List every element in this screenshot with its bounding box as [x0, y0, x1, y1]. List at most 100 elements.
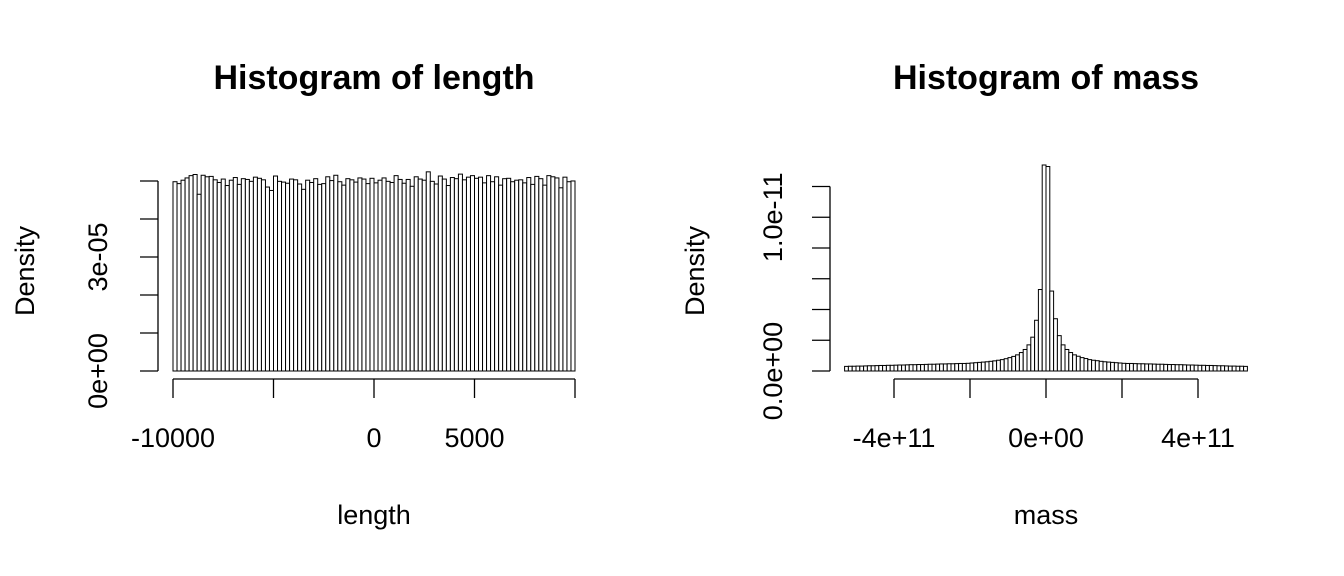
- bar: [212, 179, 218, 372]
- bar: [196, 193, 202, 372]
- bar: [329, 180, 335, 372]
- bar: [1045, 166, 1051, 372]
- bar: [465, 176, 471, 372]
- bar: [996, 359, 1001, 372]
- bar: [482, 182, 488, 372]
- y-tick-label: 0.0e+00: [758, 322, 788, 420]
- bar: [1087, 359, 1093, 372]
- x-tick-label: 0e+00: [1008, 423, 1084, 453]
- bar: [923, 363, 929, 372]
- bar: [236, 183, 242, 372]
- bar: [445, 185, 451, 372]
- bar: [441, 178, 447, 372]
- bar: [1220, 365, 1226, 372]
- bar: [1068, 352, 1074, 372]
- bar: [200, 174, 206, 372]
- bar: [268, 189, 275, 372]
- bar: [506, 177, 512, 372]
- bar: [1011, 355, 1017, 372]
- bar: [889, 364, 895, 372]
- bar: [349, 179, 355, 372]
- bar: [498, 184, 504, 372]
- bar: [1110, 361, 1115, 372]
- bar: [1094, 360, 1100, 372]
- bar: [1197, 364, 1203, 372]
- bar: [514, 179, 520, 372]
- bar: [461, 179, 467, 372]
- bar: [1144, 363, 1150, 372]
- bar: [333, 174, 339, 372]
- bar: [1053, 318, 1058, 372]
- bar: [973, 362, 979, 372]
- bar: [912, 364, 918, 372]
- bar: [927, 363, 933, 372]
- bar: [1201, 364, 1207, 372]
- bar: [939, 363, 944, 372]
- bar: [1072, 354, 1077, 372]
- bar: [305, 179, 311, 372]
- chart-title: Histogram of length: [213, 59, 534, 97]
- bar: [526, 177, 532, 372]
- bar: [1117, 362, 1123, 372]
- bar: [285, 182, 291, 372]
- bar: [377, 179, 383, 372]
- bar: [999, 359, 1005, 372]
- bar: [417, 178, 423, 372]
- bar: [248, 180, 254, 372]
- bar: [1239, 365, 1245, 372]
- bar: [337, 181, 343, 372]
- bar: [518, 179, 524, 372]
- bar: [1022, 348, 1028, 372]
- bar: [1178, 364, 1184, 372]
- bar: [961, 362, 967, 372]
- bar: [977, 361, 982, 372]
- y-axis-label: Density: [10, 225, 40, 316]
- x-tick-label: -4e+11: [853, 423, 936, 453]
- bar: [1113, 362, 1119, 372]
- bar: [1041, 164, 1047, 372]
- bar: [345, 178, 351, 372]
- bar: [240, 178, 246, 372]
- bar: [1151, 363, 1157, 372]
- bar: [1170, 364, 1176, 372]
- bar: [1049, 290, 1055, 372]
- bar: [184, 177, 190, 372]
- bar: [293, 179, 299, 372]
- bar: [942, 363, 948, 372]
- bar: [1224, 365, 1229, 372]
- bar: [474, 177, 480, 372]
- bar: [385, 180, 391, 372]
- bar: [1075, 355, 1081, 372]
- bar: [301, 188, 307, 372]
- bar: [273, 175, 279, 372]
- bar: [1193, 364, 1199, 372]
- bar: [421, 179, 427, 372]
- bar: [341, 184, 347, 372]
- bar: [1243, 365, 1248, 372]
- bar: [530, 183, 536, 372]
- bar: [409, 185, 415, 372]
- bar: [176, 183, 182, 372]
- bar: [866, 365, 872, 372]
- bar: [502, 178, 508, 372]
- bar: [260, 179, 266, 372]
- bar: [437, 175, 443, 372]
- bar: [904, 364, 910, 372]
- bar: [1083, 358, 1089, 372]
- bar: [405, 178, 411, 372]
- bar: [478, 176, 484, 372]
- bar: [958, 362, 963, 372]
- bar: [935, 363, 941, 372]
- bar: [1030, 336, 1036, 372]
- bar: [1034, 319, 1039, 372]
- bar: [1102, 361, 1108, 372]
- bar: [369, 177, 375, 372]
- bar: [1003, 358, 1009, 372]
- bar: [1037, 289, 1043, 372]
- bar: [542, 184, 548, 372]
- chart-title: Histogram of mass: [893, 59, 1199, 97]
- bar: [453, 178, 459, 372]
- bar: [1235, 365, 1241, 372]
- bar: [1231, 365, 1237, 372]
- bar: [373, 182, 379, 372]
